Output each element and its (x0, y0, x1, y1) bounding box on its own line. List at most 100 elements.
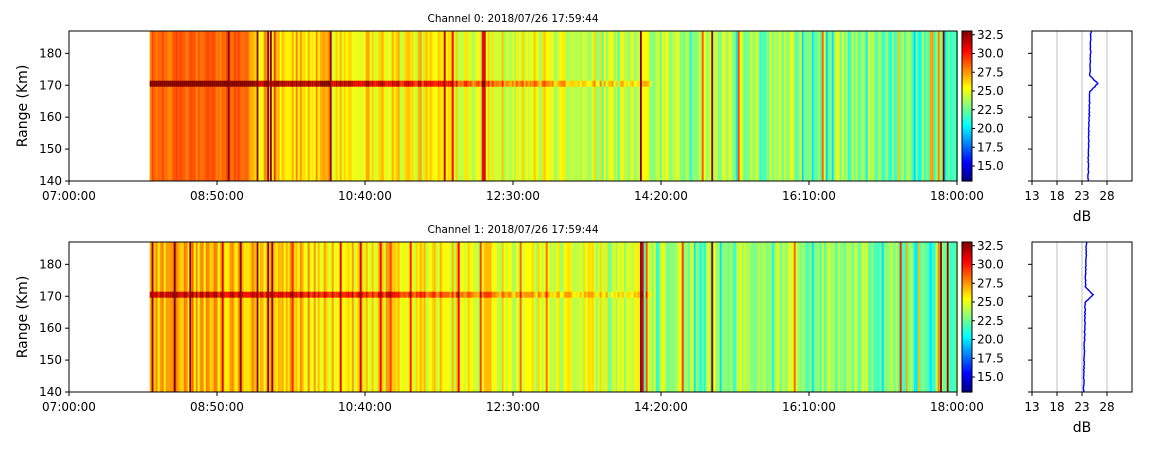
echo-cell (527, 291, 530, 298)
echo-cell (455, 291, 458, 298)
time-column (179, 242, 182, 392)
echo-cell (301, 291, 304, 298)
echo-cell (649, 80, 652, 87)
echo-cell (577, 291, 580, 298)
echo-cell (211, 291, 214, 298)
time-column (353, 242, 356, 392)
time-column (201, 31, 204, 181)
time-column (567, 242, 570, 392)
time-column (549, 31, 552, 181)
echo-cell (599, 80, 602, 87)
time-column (947, 31, 950, 181)
time-column (411, 242, 414, 392)
time-column (611, 242, 614, 392)
time-column (523, 242, 526, 392)
echo-cell (531, 291, 534, 298)
time-column (687, 242, 690, 392)
time-column (235, 31, 238, 181)
echo-cell (539, 291, 542, 298)
time-column (661, 31, 664, 181)
colorbar-step (962, 374, 972, 378)
time-column (289, 31, 292, 181)
echo-cell (565, 80, 568, 87)
time-column (563, 31, 566, 181)
time-column (209, 31, 212, 181)
time-column (775, 242, 778, 392)
echo-cell (561, 80, 564, 87)
echo-cell (295, 291, 298, 298)
time-column (853, 242, 856, 392)
time-column (635, 31, 638, 181)
echo-cell (483, 291, 486, 298)
time-column (927, 242, 930, 392)
echo-cell (623, 80, 626, 87)
time-column (543, 31, 546, 181)
time-column (505, 31, 508, 181)
time-column (665, 31, 668, 181)
echo-cell (237, 291, 240, 298)
time-column (719, 242, 722, 392)
echo-cell (383, 80, 386, 87)
panel-title: Channel 1: 2018/07/26 17:59:44 (427, 224, 598, 236)
echo-cell (331, 291, 334, 298)
echo-cell (167, 291, 170, 298)
echo-cell (609, 291, 612, 298)
echo-cell (605, 291, 608, 298)
echo-cell (461, 80, 464, 87)
echo-cell (461, 291, 464, 298)
echo-cell (409, 80, 412, 87)
colorbar-step (962, 302, 972, 306)
colorbar-step (962, 297, 972, 301)
echo-cell (607, 80, 610, 87)
time-column (515, 31, 518, 181)
echo-cell (627, 291, 630, 298)
time-column (183, 242, 186, 392)
colorbar-step (962, 91, 972, 95)
interference-line (711, 31, 714, 181)
time-column (579, 31, 582, 181)
time-column (789, 31, 792, 181)
colorbar-step (962, 347, 972, 351)
time-column (817, 242, 820, 392)
echo-cell (217, 291, 220, 298)
echo-cell (559, 80, 562, 87)
colorbar-step (962, 377, 972, 381)
interference-line (940, 242, 942, 392)
colorbar-step (962, 118, 972, 122)
echo-cell (173, 291, 176, 298)
echo-cell (437, 80, 440, 87)
time-column (771, 242, 774, 392)
echo-cell (647, 291, 650, 298)
echo-cell (385, 80, 388, 87)
echo-cell (617, 291, 620, 298)
time-column (413, 31, 416, 181)
colorbar-step (962, 247, 972, 251)
echo-cell (547, 291, 550, 298)
echo-cell (367, 80, 370, 87)
echo-cell (455, 80, 458, 87)
echo-cell (541, 80, 544, 87)
echo-cell (225, 80, 228, 87)
colorbar-step (962, 372, 972, 376)
time-column (857, 31, 860, 181)
echo-cell (205, 80, 208, 87)
time-column (469, 242, 472, 392)
time-column (169, 31, 172, 181)
colorbar-step (962, 279, 972, 283)
time-column (821, 31, 824, 181)
time-column (535, 242, 538, 392)
time-column (169, 242, 172, 392)
time-column (925, 31, 928, 181)
colorbar-step (962, 133, 972, 137)
echo-cell (171, 80, 174, 87)
time-column (569, 31, 572, 181)
time-column (877, 31, 880, 181)
time-column (287, 242, 290, 392)
time-column (745, 242, 748, 392)
echo-cell (259, 291, 262, 298)
colorbar-step (962, 151, 972, 155)
colorbar: 15.0 17.5 20.0 22.5 25.0 27.5 30.0 32.5 (961, 239, 1004, 393)
echo-cell (369, 80, 372, 87)
colorbar-step (962, 329, 972, 333)
x-tick-label: 07:00:00 (42, 400, 96, 414)
